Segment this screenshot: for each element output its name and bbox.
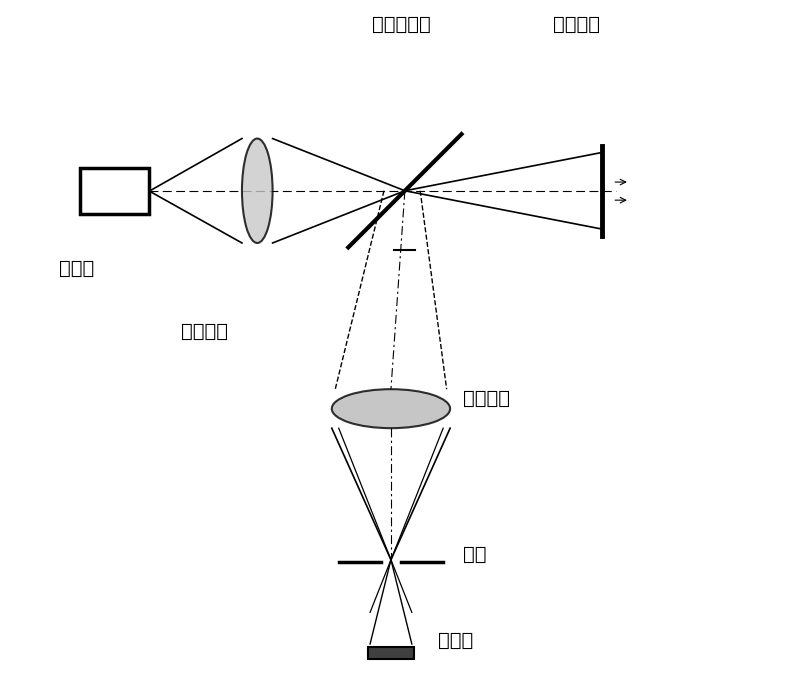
Text: 探测器: 探测器 xyxy=(438,631,474,650)
Bar xyxy=(368,647,414,658)
Bar xyxy=(80,168,150,214)
Text: 点光源: 点光源 xyxy=(59,259,94,278)
Ellipse shape xyxy=(332,389,450,428)
Text: 半透半反镜: 半透半反镜 xyxy=(372,15,431,34)
Ellipse shape xyxy=(242,138,273,243)
Text: 照明物镜: 照明物镜 xyxy=(181,322,228,340)
Text: 针孔: 针孔 xyxy=(462,545,486,564)
Text: 成像物镜: 成像物镜 xyxy=(462,389,510,408)
Text: 扫描样本: 扫描样本 xyxy=(553,15,600,34)
